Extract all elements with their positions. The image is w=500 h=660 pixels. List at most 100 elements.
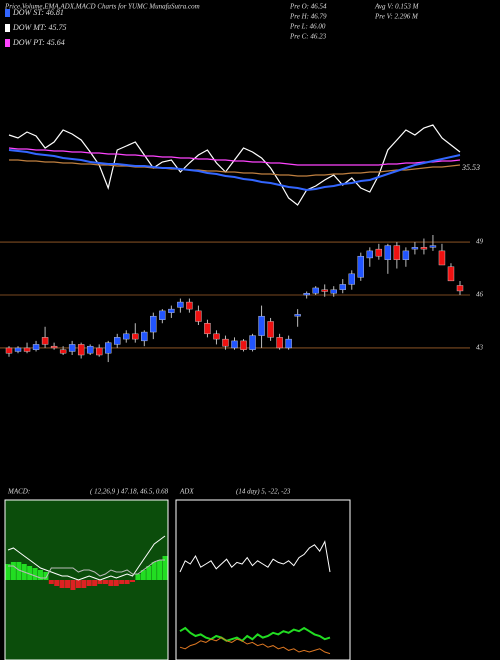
- histogram-bar: [108, 580, 114, 586]
- candle-body: [50, 345, 58, 349]
- candle-body: [339, 284, 346, 290]
- stat: Avg V: 0.153 M: [374, 3, 420, 11]
- line: [7, 535, 166, 581]
- legend-label: DOW ST: 46.81: [12, 8, 64, 17]
- histogram-bar: [151, 562, 157, 580]
- candle-body: [123, 333, 130, 340]
- line: [8, 149, 461, 192]
- candle-body: [32, 344, 40, 350]
- candle-body: [267, 321, 274, 338]
- histogram-bar: [124, 580, 130, 584]
- candle-body: [438, 250, 446, 266]
- candle-body: [86, 345, 94, 354]
- candle-body: [168, 308, 175, 313]
- candle-body: [429, 245, 437, 248]
- panel-subtitle: ( 12,26,9 ) 47.18, 46.5, 0.68: [90, 488, 169, 496]
- histogram-bar: [75, 580, 81, 588]
- candle-body: [141, 331, 148, 342]
- candle-body: [105, 342, 112, 354]
- candle-body: [68, 344, 76, 352]
- stat: Pre C: 46.23: [289, 33, 327, 41]
- candle-body: [375, 248, 383, 257]
- y-tick-label: 43: [476, 344, 484, 352]
- line: [9, 159, 461, 177]
- candle-body: [41, 337, 49, 345]
- candle-body: [222, 338, 229, 347]
- candle-body: [95, 347, 103, 356]
- histogram-bar: [37, 570, 43, 580]
- candle-body: [213, 333, 220, 340]
- histogram-bar: [146, 566, 152, 580]
- candle-body: [186, 301, 193, 310]
- line: [8, 559, 165, 579]
- candle-body: [294, 314, 301, 317]
- legend-label: DOW MT: 45.75: [12, 23, 67, 32]
- histogram-bar: [5, 564, 11, 580]
- candle-body: [447, 266, 455, 282]
- candle-body: [132, 333, 139, 340]
- histogram-bar: [92, 580, 98, 586]
- legend-swatch: [5, 9, 10, 17]
- stat: Pre L: 46.00: [289, 23, 326, 31]
- histogram-bar: [81, 580, 87, 588]
- candle-body: [114, 337, 121, 345]
- candle-body: [14, 347, 22, 352]
- histogram-bar: [10, 562, 16, 580]
- candle-body: [231, 340, 238, 349]
- candle-body: [411, 247, 419, 250]
- histogram-bar: [59, 580, 65, 588]
- stat: Pre O: 46.54: [289, 3, 327, 11]
- panel-subtitle: (14 day) 5, -22, -23: [236, 488, 291, 496]
- candle-body: [402, 250, 410, 260]
- candle-body: [204, 323, 211, 335]
- candle-body: [5, 347, 13, 354]
- histogram-bar: [135, 574, 141, 580]
- annotation: 35.53: [461, 163, 480, 172]
- candle-body: [77, 344, 85, 356]
- candle-body: [59, 349, 67, 354]
- candle-body: [249, 335, 256, 350]
- candle-body: [321, 289, 328, 292]
- stat: Pre V: 2.296 M: [374, 13, 419, 21]
- panel-title: ADX: [179, 488, 194, 496]
- candle-body: [23, 347, 31, 352]
- histogram-bar: [54, 580, 60, 586]
- histogram-bar: [97, 580, 103, 584]
- candle-body: [150, 315, 157, 333]
- page-title: Price,Volume,EMA,ADX,MACD Charts for YUM…: [4, 3, 200, 11]
- line: [8, 147, 461, 166]
- candle-body: [456, 285, 464, 292]
- histogram-bar: [65, 580, 71, 588]
- y-tick-label: 49: [476, 238, 484, 246]
- histogram-bar: [32, 568, 38, 580]
- stat: Pre H: 46.79: [289, 13, 327, 21]
- histogram-bar: [162, 556, 168, 580]
- candle-body: [366, 250, 373, 259]
- panel-title: MACD:: [7, 488, 30, 496]
- candle-body: [285, 338, 292, 349]
- histogram-bar: [86, 580, 92, 586]
- histogram-bar: [157, 560, 163, 580]
- candle-body: [177, 301, 184, 308]
- line: [8, 124, 461, 206]
- candle-body: [303, 293, 310, 296]
- legend-label: DOW PT: 45.64: [12, 38, 65, 47]
- candle-body: [330, 289, 337, 294]
- candle-body: [312, 287, 319, 294]
- candle-body: [159, 310, 166, 320]
- histogram-bar: [119, 580, 125, 584]
- histogram-bar: [140, 570, 146, 580]
- candle-body: [195, 310, 202, 322]
- candle-body: [357, 255, 364, 278]
- macd-panel: [4, 499, 169, 660]
- line: [179, 626, 331, 643]
- histogram-bar: [43, 572, 49, 580]
- legend-swatch: [5, 24, 10, 32]
- histogram-bar: [113, 580, 119, 586]
- candle-body: [393, 245, 401, 260]
- candle-body: [384, 245, 392, 260]
- line: [179, 637, 331, 655]
- candle-body: [240, 340, 247, 350]
- candle-body: [348, 273, 355, 285]
